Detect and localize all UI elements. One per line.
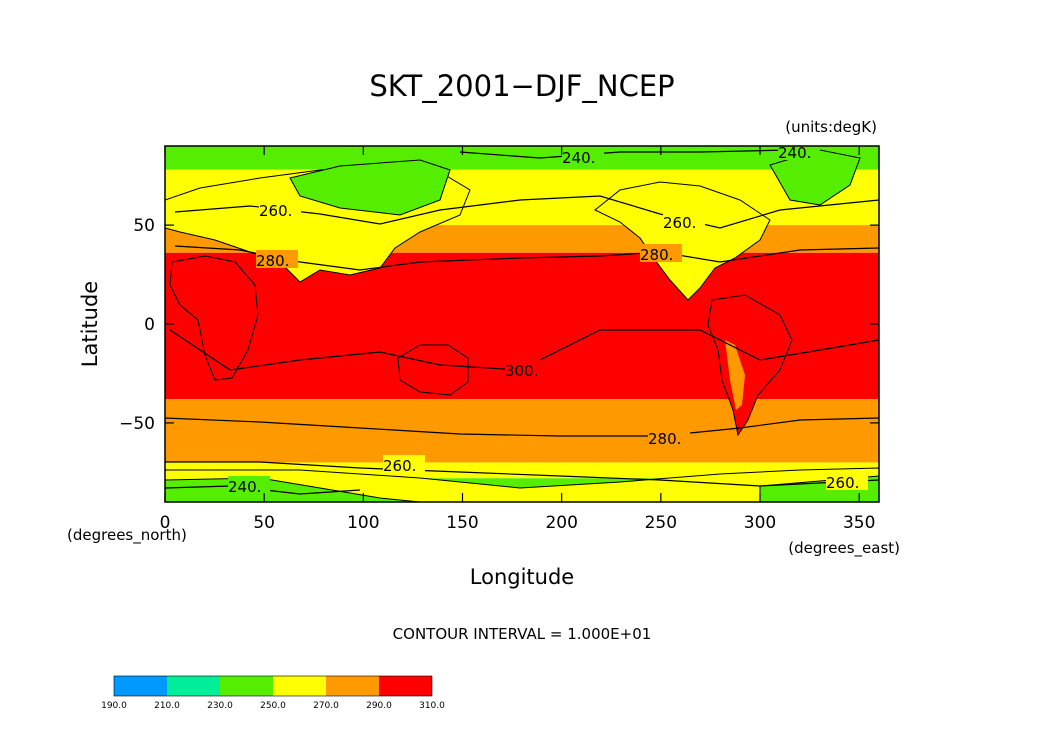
land-south-america [707, 294, 793, 437]
land-masses [165, 149, 879, 502]
map-field: 240. 240. 260. 260. 280. 280. 300. 280. … [165, 144, 879, 502]
x-tick-label: 50 [253, 513, 275, 533]
colorbar-label: 250.0 [260, 701, 286, 711]
land-siberia-cold [289, 159, 451, 216]
x-tick-label: 300 [744, 513, 776, 533]
colorbar-label: 310.0 [419, 701, 445, 711]
contour-label: 260. [826, 474, 859, 492]
colorbar-label: 230.0 [207, 701, 233, 711]
colorbar-swatch [114, 676, 167, 696]
y-units-label: (degrees_north) [67, 526, 187, 545]
y-tick-label: −50 [119, 414, 155, 434]
contour-label: 280. [648, 430, 681, 448]
y-axis-label: Latitude [78, 281, 102, 367]
contour-label: 260. [259, 202, 292, 220]
x-axis-label: Longitude [470, 565, 574, 589]
contour-label: 280. [256, 252, 289, 270]
x-tick-label: 250 [645, 513, 677, 533]
contour-labels: 240. 240. 260. 260. 280. 280. 300. 280. … [228, 144, 868, 496]
colorbar-label: 270.0 [313, 701, 339, 711]
units-label: (units:degK) [785, 118, 877, 136]
x-units-label: (degrees_east) [788, 539, 900, 558]
colorbar-swatch [273, 676, 326, 696]
colorbar-label: 190.0 [101, 701, 127, 711]
colorbar-frame [113, 675, 433, 697]
colorbar: 190.0 210.0 230.0 250.0 270.0 290.0 310.0 [101, 675, 445, 711]
land-australia [397, 344, 469, 396]
colorbar-swatch [167, 676, 220, 696]
axis-ticks: 0 50 100 150 200 250 300 350 −50 0 50 [119, 146, 879, 533]
contour-line [459, 149, 791, 159]
colorbar-swatch [326, 676, 379, 696]
colorbar-swatch [379, 676, 432, 696]
contour-label: 260. [383, 457, 416, 475]
contour-label: 240. [228, 478, 261, 496]
colorbar-swatch [220, 676, 273, 696]
x-tick-label: 150 [446, 513, 478, 533]
x-tick-label: 100 [347, 513, 379, 533]
colorbar-label: 210.0 [154, 701, 180, 711]
contour-label: 240. [778, 144, 811, 162]
temperature-band [165, 399, 879, 463]
contour-label: 280. [640, 246, 673, 264]
contour-label: 240. [562, 149, 595, 167]
land-andes [725, 340, 745, 410]
contour-line [165, 417, 879, 437]
colorbar-label: 290.0 [366, 701, 392, 711]
x-tick-label: 350 [843, 513, 875, 533]
x-tick-label: 200 [545, 513, 577, 533]
chart-title: SKT_2001−DJF_NCEP [369, 69, 674, 103]
y-tick-label: 0 [144, 315, 155, 335]
y-tick-label: 50 [133, 216, 155, 236]
contour-label: 300. [505, 362, 538, 380]
land-africa [169, 255, 259, 381]
x-tick-label: 0 [160, 513, 171, 533]
contour-line [165, 461, 879, 487]
contour-interval: CONTOUR INTERVAL = 1.000E+01 [393, 625, 652, 643]
contour-label: 260. [663, 214, 696, 232]
